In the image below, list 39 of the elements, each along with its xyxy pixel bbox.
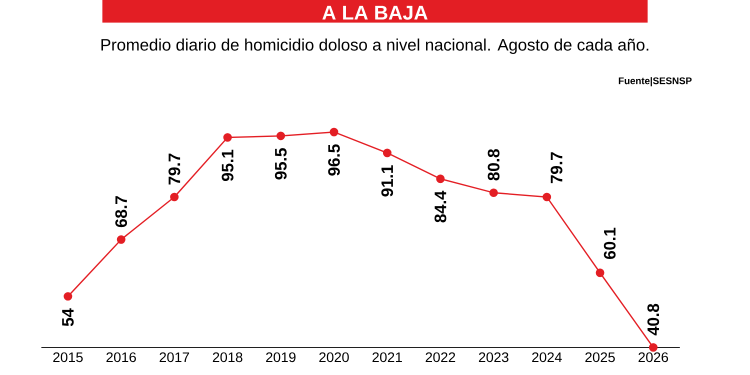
point — [116, 235, 126, 244]
x-tick-label: 2018 — [212, 352, 242, 362]
x-tick-label: 2016 — [106, 352, 136, 362]
point — [64, 292, 72, 301]
data-label: 60.1 — [604, 228, 616, 260]
point — [596, 268, 604, 278]
data-label: 84.4 — [434, 190, 446, 222]
data-label: 79.7 — [550, 152, 562, 184]
x-tick-label: 2024 — [532, 352, 562, 362]
data-label: 96.5 — [328, 144, 340, 176]
x-tick-label: 2015 — [53, 352, 83, 362]
chart-title: A LA BAJA — [322, 6, 428, 20]
chart-subtitle: Promedio diario de homicidio doloso a nivel nacional. Agosto de cada año. — [101, 38, 648, 54]
point — [542, 192, 552, 202]
x-tick-label: 2017 — [160, 352, 190, 362]
x-tick-label: 2026 — [638, 352, 668, 362]
x-tick-label: 2019 — [266, 352, 296, 362]
data-label: 40.8 — [647, 304, 660, 336]
point — [330, 128, 338, 136]
point — [489, 188, 498, 198]
data-label: 91.1 — [381, 165, 394, 196]
data-label: 68.7 — [115, 196, 128, 228]
point — [436, 174, 445, 184]
data-label: 80.8 — [488, 149, 500, 180]
point — [648, 343, 658, 352]
x-tick-label: 2023 — [478, 352, 508, 362]
x-tick-label: 2020 — [319, 352, 349, 362]
point — [382, 148, 392, 158]
x-tick-label: 2021 — [372, 352, 402, 362]
data-label: 95.1 — [222, 150, 234, 181]
data-label: 95.5 — [274, 148, 287, 180]
x-tick-label: 2025 — [585, 352, 615, 362]
data-label: 54 — [62, 308, 74, 326]
data-label: 79.7 — [168, 154, 180, 184]
point — [170, 192, 179, 202]
source-note: Fuente|SESNSP — [618, 77, 692, 86]
point — [223, 133, 232, 142]
x-tick-label: 2022 — [426, 352, 456, 362]
point — [276, 132, 286, 140]
